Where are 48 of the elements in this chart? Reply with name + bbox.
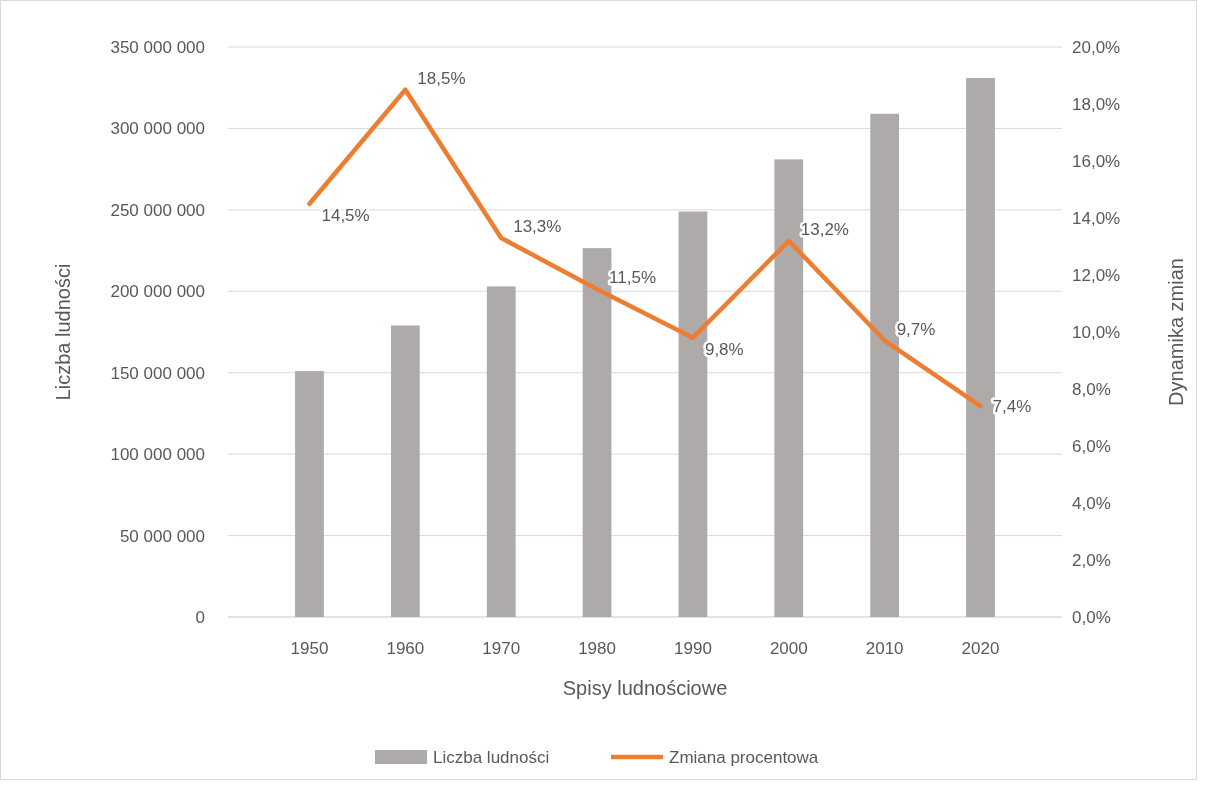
x-tick-label: 2010	[865, 639, 904, 658]
bar	[486, 286, 516, 617]
data-label: 14,5%	[321, 205, 370, 225]
x-tick-label: 2000	[769, 639, 808, 658]
data-label: 13,2%	[800, 219, 849, 239]
y-tick-label: 250 000 000	[110, 200, 205, 220]
y-tick-label: 200 000 000	[110, 282, 205, 302]
y2-tick-label: 2,0%	[1072, 551, 1111, 570]
y2-tick-label: 18,0%	[1072, 95, 1121, 114]
bar	[774, 159, 804, 617]
y2-tick-label: 20,0%	[1072, 38, 1121, 57]
y2-tick-label: 14,0%	[1072, 209, 1121, 228]
y-tick-label: 50 000 000	[119, 526, 205, 546]
x-tick-label: 2020	[961, 639, 1000, 658]
y2-tick-label: 8,0%	[1072, 380, 1111, 399]
x-tick-label: 1970	[482, 639, 521, 658]
y2-tick-label: 6,0%	[1072, 437, 1111, 456]
legend-label: Liczba ludności	[433, 748, 550, 767]
y2-tick-label: 0,0%	[1072, 608, 1111, 627]
y-tick-label: 300 000 000	[110, 119, 205, 139]
x-axis-title: Spisy ludnościowe	[562, 677, 728, 699]
data-label: 9,8%	[704, 339, 744, 359]
y2-tick-label: 10,0%	[1072, 323, 1121, 342]
bar	[678, 211, 708, 617]
y-tick-label: 150 000 000	[110, 363, 205, 383]
y2-tick-label: 4,0%	[1072, 494, 1111, 513]
bar	[966, 77, 995, 617]
y-tick-label: 100 000 000	[110, 445, 205, 465]
x-tick-label: 1990	[674, 639, 712, 658]
bar	[390, 325, 420, 617]
data-label: 7,4%	[992, 397, 1032, 417]
y-tick-label: 0	[195, 608, 205, 627]
data-label: 11,5%	[609, 268, 657, 288]
y-axis-title: Liczba ludności	[52, 263, 74, 401]
y2-tick-label: 16,0%	[1072, 152, 1121, 171]
y2-tick-label: 12,0%	[1072, 266, 1121, 285]
x-tick-label: 1950	[290, 639, 329, 658]
data-label: 9,7%	[896, 319, 936, 339]
data-label: 18,5%	[417, 68, 466, 88]
bar	[582, 248, 612, 617]
x-tick-label: 1960	[386, 639, 425, 658]
line-series	[307, 87, 983, 409]
y2-axis-title: Dynamika zmian	[1165, 258, 1187, 406]
legend-label: Zmiana procentowa	[669, 748, 819, 767]
bar	[295, 371, 324, 617]
x-tick-label: 1980	[578, 639, 616, 658]
y-tick-label: 350 000 000	[110, 38, 205, 57]
data-label: 13,3%	[513, 216, 562, 236]
